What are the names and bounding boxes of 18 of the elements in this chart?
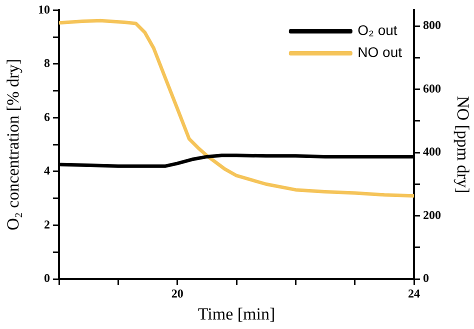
x-tick-label: 24 xyxy=(408,286,420,300)
y-tick-label: 2 xyxy=(44,217,50,232)
y2-tick-label: 400 xyxy=(423,144,441,159)
y-axis-title: O₂ concentration [% dry] xyxy=(4,58,23,230)
x-tick-label: 20 xyxy=(171,286,184,300)
y2-tick-label: 0 xyxy=(423,271,429,286)
x-axis-title: Time [min] xyxy=(198,304,276,324)
y-tick-label: 10 xyxy=(38,2,50,16)
y-tick-label: 8 xyxy=(44,56,50,70)
y2-axis-title: NO [ppm dry] xyxy=(453,96,472,194)
y-tick-label: 0 xyxy=(44,271,50,286)
y2-tick-label: 800 xyxy=(423,18,441,32)
y-tick-label: 6 xyxy=(44,110,50,124)
y-tick-label: 4 xyxy=(44,164,50,178)
y2-tick-label: 200 xyxy=(423,208,441,222)
legend-label: NO out xyxy=(358,44,402,60)
y2-tick-label: 600 xyxy=(423,81,441,96)
legend-label: O₂ out xyxy=(358,22,398,38)
